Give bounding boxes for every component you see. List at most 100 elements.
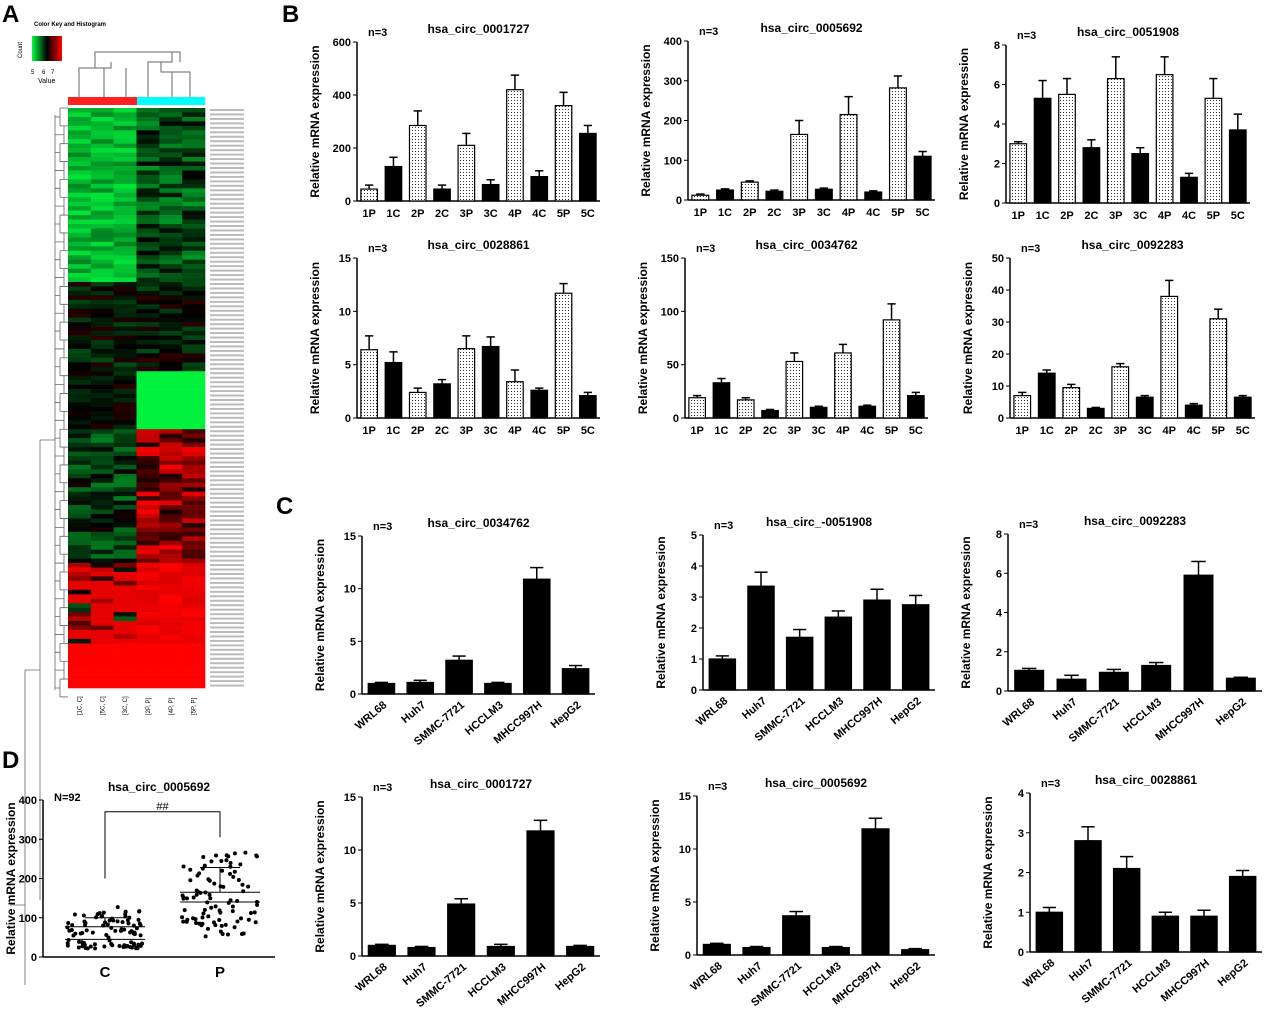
row-label xyxy=(210,216,244,219)
heatmap-cell xyxy=(113,108,137,113)
heatmap-cell xyxy=(113,420,137,426)
heatmap-cell xyxy=(136,415,160,421)
heatmap-cell xyxy=(159,576,183,582)
y-tick-label: 4 xyxy=(1018,788,1025,800)
heatmap-cell xyxy=(159,679,183,684)
heatmap-cell xyxy=(68,210,92,216)
row-label xyxy=(210,564,244,567)
heatmap-cell xyxy=(136,179,160,185)
heatmap-cell xyxy=(90,206,114,211)
chart-title: hsa_circ_0034762 xyxy=(755,238,857,252)
heatmap-cell xyxy=(136,228,160,234)
heatmap-cell xyxy=(68,366,92,372)
heatmap-cell xyxy=(159,317,183,323)
heatmap-cell xyxy=(182,612,206,617)
heatmap-cell xyxy=(68,277,92,283)
heatmap-cell xyxy=(182,384,206,390)
heatmap-cell xyxy=(68,487,92,492)
heatmap-cell xyxy=(136,514,160,519)
heatmap-cell xyxy=(182,375,206,381)
heatmap-cell xyxy=(90,442,114,448)
heatmap-cell xyxy=(182,277,206,283)
y-tick-label: 2 xyxy=(994,159,1000,171)
chart-b-2: hsa_circ_0051908 n=3 Relative mRNA express… xyxy=(957,25,1250,222)
x-tick-label: 2P xyxy=(411,425,424,437)
heatmap-cell xyxy=(68,473,92,479)
heatmap-cell xyxy=(113,652,137,658)
heatmap-cell xyxy=(68,112,92,118)
heatmap-cell xyxy=(113,335,137,341)
column-label: [5C, C] xyxy=(100,696,106,715)
bar-HCCLM3 xyxy=(821,946,850,956)
heatmap-cell xyxy=(90,451,114,457)
heatmap-cell xyxy=(90,112,114,118)
heatmap-cell xyxy=(90,549,114,555)
heatmap-cell xyxy=(113,286,137,292)
bar-1P xyxy=(691,194,710,201)
heatmap-cell xyxy=(90,125,114,131)
data-point xyxy=(191,895,196,900)
y-tick-label: 5 xyxy=(350,636,356,648)
row-label xyxy=(210,296,244,299)
color-key-title: Color Key and Histogram xyxy=(34,22,106,28)
x-tick-label: 5P xyxy=(885,425,898,437)
heatmap-cell xyxy=(136,652,160,658)
heatmap-cell xyxy=(113,509,137,515)
heatmap-cell xyxy=(159,643,183,649)
sample-size-label: n=3 xyxy=(373,521,392,533)
heatmap-cell xyxy=(113,545,137,550)
bar-Huh7 xyxy=(407,946,436,957)
heatmap-cell xyxy=(68,540,92,546)
heatmap-cell xyxy=(68,250,92,256)
heatmap-cell xyxy=(68,527,92,533)
heatmap-cell xyxy=(90,514,114,519)
heatmap-cell xyxy=(136,456,160,461)
y-tick-label: 1 xyxy=(691,654,697,666)
bar-HepG2 xyxy=(901,604,930,691)
chart-title: hsa_circ_0092283 xyxy=(1081,238,1183,252)
data-point xyxy=(80,944,85,949)
heatmap-cell xyxy=(113,317,137,323)
heatmap-cell xyxy=(182,433,206,439)
heatmap-cell xyxy=(90,679,114,684)
heatmap-cell xyxy=(113,674,137,680)
heatmap-cell xyxy=(68,509,92,515)
row-label xyxy=(210,394,244,397)
data-point xyxy=(241,931,246,936)
heatmap-cell xyxy=(113,206,137,211)
heatmap-cell xyxy=(136,197,160,202)
heatmap-cell xyxy=(136,143,160,149)
row-label xyxy=(210,207,244,210)
row-label xyxy=(210,193,244,196)
bar-WRL68 xyxy=(708,658,737,691)
y-axis-label: Relative mRNA expression xyxy=(636,262,650,414)
heatmap-cell xyxy=(90,157,114,162)
data-point xyxy=(212,881,217,886)
heatmap-cell xyxy=(68,554,92,559)
heatmap-cell xyxy=(159,496,183,501)
heatmap-cell xyxy=(113,540,137,546)
heatmap-cell xyxy=(182,183,206,189)
data-point xyxy=(106,935,111,940)
data-point xyxy=(194,888,199,893)
heatmap-cell xyxy=(90,536,114,542)
row-label xyxy=(210,131,244,134)
heatmap-cell xyxy=(136,299,160,305)
heatmap-cell xyxy=(90,652,114,658)
y-axis-label: Relative mRNA expression xyxy=(981,796,995,948)
y-tick-label: 200 xyxy=(664,116,682,128)
data-point xyxy=(88,944,93,949)
data-point xyxy=(131,942,136,947)
x-tick-label: 3C xyxy=(484,425,498,437)
heatmap-cell xyxy=(68,357,92,363)
heatmap-cell xyxy=(113,277,137,283)
bar-2C xyxy=(433,383,451,419)
heatmap-grid: [1C, C] [5C, C] [3C, C] [2P, P] [4P, P] [5P, … xyxy=(10,51,244,985)
x-tick-label: 3C xyxy=(812,425,826,437)
heatmap-cell xyxy=(68,616,92,622)
row-label xyxy=(210,113,244,116)
y-tick-label: 600 xyxy=(333,37,351,49)
heatmap-cell xyxy=(90,531,114,537)
column-label: [2P, P] xyxy=(146,697,152,715)
data-point xyxy=(78,931,83,936)
